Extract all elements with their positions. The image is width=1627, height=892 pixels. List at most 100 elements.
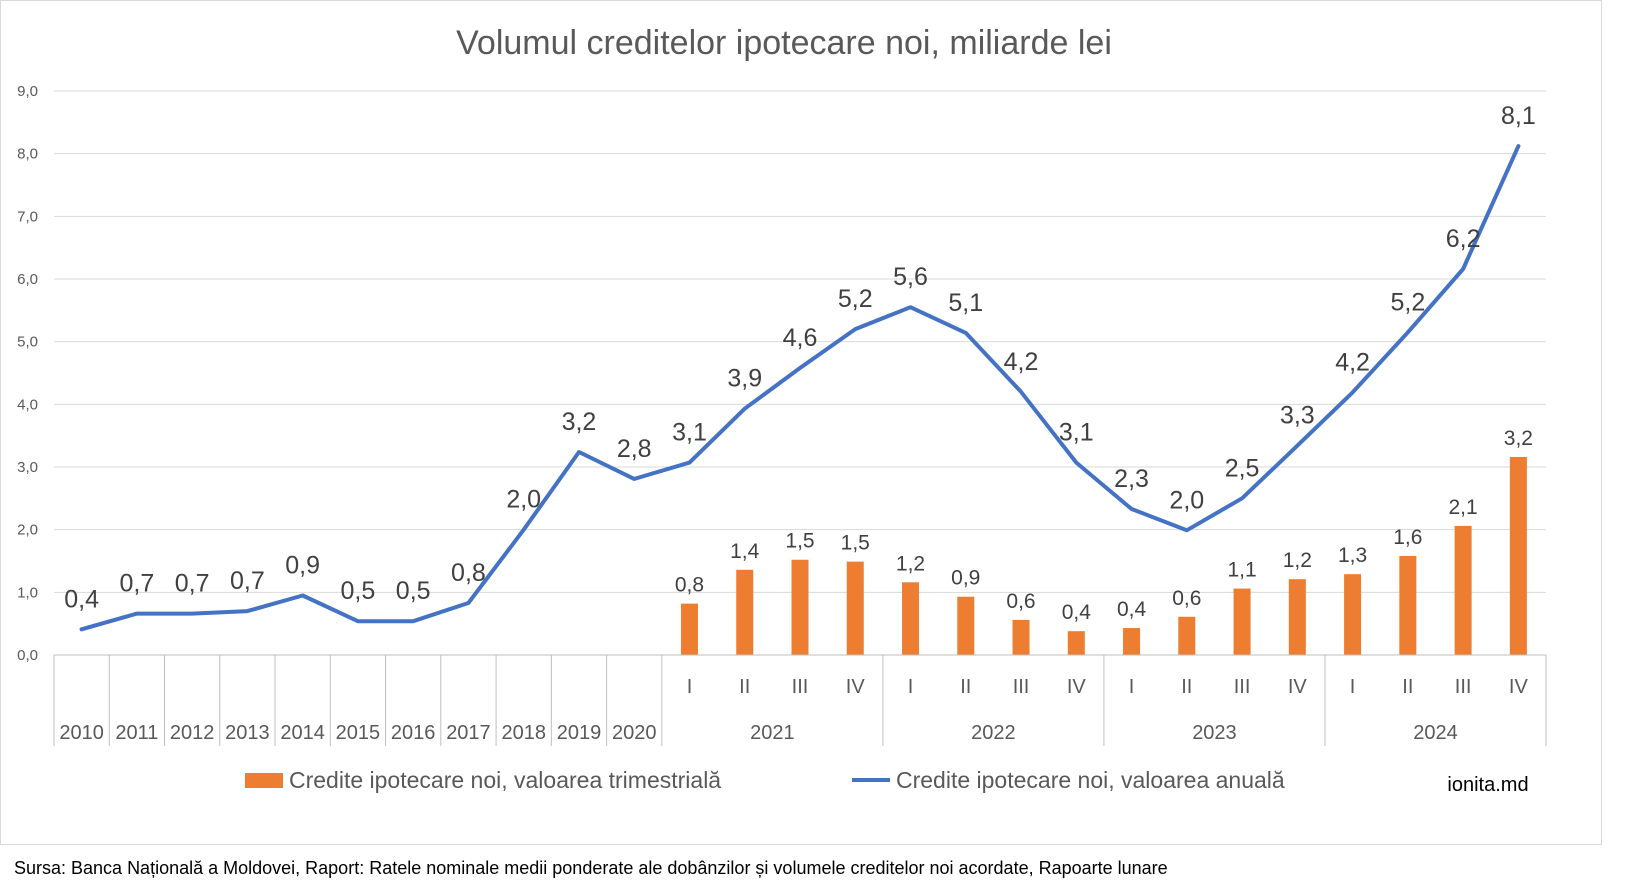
line-data-label: 0,4 — [64, 585, 99, 613]
x-tick-label: II — [739, 676, 750, 698]
bar-data-label: 2,1 — [1449, 496, 1478, 519]
bar-data-label: 1,2 — [1283, 549, 1312, 572]
x-group-label: 2019 — [557, 722, 602, 744]
line-data-label: 0,5 — [396, 577, 431, 605]
x-group-label: 2022 — [971, 722, 1016, 744]
x-tick-label: III — [1013, 676, 1030, 698]
bar-data-label: 0,4 — [1117, 598, 1147, 621]
line-data-label: 4,2 — [1004, 348, 1039, 376]
y-tick-label: 8,0 — [17, 146, 38, 163]
line-data-label: 5,2 — [838, 285, 873, 313]
x-group-label: 2020 — [612, 722, 657, 744]
line-data-label: 0,8 — [451, 559, 486, 587]
bar — [791, 559, 809, 655]
line-data-label: 4,6 — [783, 324, 818, 352]
legend-label-line: Credite ipotecare noi, valoarea anuală — [896, 767, 1285, 793]
y-tick-label: 7,0 — [17, 208, 38, 225]
bar — [1454, 525, 1472, 655]
x-group-label: 2017 — [446, 722, 491, 744]
legend-swatch-bar — [245, 773, 283, 788]
x-group-label: 2015 — [336, 722, 381, 744]
bar — [680, 603, 698, 655]
bar-data-label: 0,6 — [1172, 587, 1201, 610]
bar-data-label: 1,5 — [841, 532, 870, 555]
y-tick-label: 6,0 — [17, 271, 38, 288]
watermark: ionita.md — [1447, 774, 1528, 796]
line-data-label: 3,9 — [727, 365, 762, 393]
x-group-label: 2014 — [280, 722, 325, 744]
x-tick-label: I — [687, 676, 693, 698]
x-group-label: 2016 — [391, 722, 436, 744]
bar — [1012, 619, 1030, 655]
x-group-label: 2013 — [225, 722, 270, 744]
line-data-label: 0,7 — [120, 570, 155, 598]
bar-data-label: 1,2 — [896, 552, 925, 575]
bar — [846, 561, 864, 655]
line-data-label: 5,2 — [1390, 288, 1425, 316]
bar — [957, 596, 975, 655]
x-tick-label: II — [960, 676, 971, 698]
x-tick-label: II — [1402, 676, 1413, 698]
bar — [736, 569, 754, 655]
x-group-label: 2012 — [170, 722, 215, 744]
line-data-label: 5,1 — [948, 289, 983, 317]
bar — [1509, 456, 1527, 655]
chart-area: Volumul creditelor ipotecare noi, miliar… — [17, 24, 1547, 796]
y-tick-label: 0,0 — [17, 647, 38, 664]
line-data-label: 0,9 — [285, 551, 320, 579]
legend: Credite ipotecare noi, valoarea trimestr… — [245, 767, 1285, 793]
line-data-label: 0,7 — [175, 570, 210, 598]
source-note: Sursa: Banca Națională a Moldovei, Rapor… — [14, 858, 1168, 878]
bar — [1178, 616, 1196, 655]
bar-data-label: 0,4 — [1062, 601, 1092, 624]
x-group-label: 2011 — [115, 722, 158, 744]
line-data-label: 3,1 — [672, 419, 707, 447]
line-data-label: 2,8 — [617, 435, 652, 463]
bar-data-label: 1,6 — [1393, 526, 1422, 549]
y-tick-label: 4,0 — [17, 396, 38, 413]
y-tick-label: 9,0 — [17, 83, 38, 100]
line-data-label: 0,5 — [341, 577, 376, 605]
chart-title: Volumul creditelor ipotecare noi, miliar… — [456, 24, 1112, 62]
x-group-label: 2023 — [1192, 722, 1237, 744]
bar — [1067, 631, 1085, 655]
x-tick-label: IV — [846, 676, 866, 698]
line-data-label: 2,5 — [1225, 454, 1260, 482]
bar — [1288, 579, 1306, 655]
line-data-label: 5,6 — [893, 263, 928, 291]
line-data-label: 3,1 — [1059, 419, 1094, 447]
x-tick-label: IV — [1509, 676, 1529, 698]
bar — [1123, 628, 1141, 655]
bar-data-label: 0,8 — [675, 574, 704, 597]
bar-data-label: 3,2 — [1504, 427, 1533, 450]
bar-data-label: 0,6 — [1006, 590, 1035, 613]
x-tick-label: I — [1350, 676, 1356, 698]
bar-data-label: 1,1 — [1227, 559, 1256, 582]
line-data-label: 4,2 — [1335, 348, 1370, 376]
y-tick-label: 3,0 — [17, 459, 38, 476]
line-data-label: 2,0 — [506, 486, 541, 514]
chart-frame: Volumul creditelor ipotecare noi, miliar… — [0, 0, 1602, 845]
x-tick-label: IV — [1288, 676, 1308, 698]
data-labels: 0,8 1,4 1,5 1,5 1,2 0,9 0,6 0,4 0,4 0,6 1,1 1,2 1,3 1… — [64, 102, 1536, 624]
line-series-path — [79, 144, 1521, 632]
bar-data-label: 1,5 — [785, 530, 814, 553]
line-data-label: 3,3 — [1280, 402, 1315, 430]
line-data-label: 3,2 — [562, 408, 597, 436]
gridlines — [54, 90, 1546, 656]
y-axis-ticks: 0,0 1,0 2,0 3,0 4,0 5,0 6,0 7,0 8,0 9,0 — [17, 83, 38, 664]
line-data-label: 8,1 — [1501, 102, 1536, 130]
x-tick-label: III — [792, 676, 809, 698]
legend-label-bar: Credite ipotecare noi, valoarea trimestr… — [289, 767, 721, 793]
bar-data-label: 0,9 — [951, 567, 980, 590]
line-series — [79, 144, 1521, 632]
line-data-label: 2,3 — [1114, 465, 1149, 493]
bar — [1399, 555, 1417, 655]
x-group-label: 2024 — [1413, 722, 1458, 744]
bar-data-label: 1,4 — [730, 540, 760, 563]
y-tick-label: 5,0 — [17, 334, 38, 351]
y-tick-label: 1,0 — [17, 584, 38, 601]
bar — [1233, 588, 1251, 655]
bar-series — [680, 456, 1527, 655]
